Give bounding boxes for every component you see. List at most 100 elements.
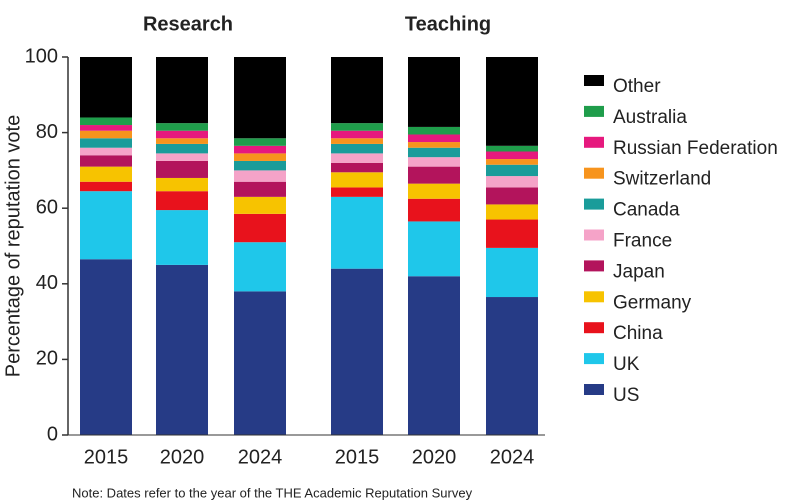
bar-segment <box>486 187 538 205</box>
bar-segment <box>80 130 132 139</box>
y-tick-label: 100 <box>25 45 58 67</box>
bar-segment <box>234 170 286 182</box>
bar-segment <box>331 187 383 197</box>
legend-swatch <box>584 136 604 148</box>
bar-segment <box>486 151 538 160</box>
legend-label: China <box>613 323 663 344</box>
x-tick-label: 2024 <box>490 446 535 468</box>
bar-segment <box>156 191 208 211</box>
bar-segment <box>331 196 383 269</box>
bar-segment <box>234 160 286 171</box>
bar-segment <box>408 183 460 199</box>
legend-swatch <box>584 105 604 117</box>
legend-swatch <box>584 229 604 241</box>
x-tick-label: 2015 <box>84 446 129 468</box>
x-tick-label: 2020 <box>412 446 457 468</box>
bar-segment <box>408 276 460 435</box>
legend-swatch <box>584 322 604 334</box>
y-tick-label: 40 <box>36 272 58 294</box>
y-tick-label: 80 <box>36 121 58 143</box>
bar-segment <box>156 177 208 192</box>
legend-label: Russian Federation <box>613 138 778 159</box>
legend-label: UK <box>613 354 640 375</box>
panel-title: Research <box>143 13 233 35</box>
bar-segment <box>408 126 460 135</box>
bar-segment <box>486 297 538 435</box>
bar-segment <box>80 181 132 192</box>
legend-swatch <box>584 353 604 365</box>
legend-label: Australia <box>613 107 687 128</box>
bar-segment <box>234 153 286 161</box>
note: Note: Dates refer to the year of the THE… <box>72 485 473 500</box>
bar-segment <box>80 117 132 126</box>
bar-segment <box>408 57 460 127</box>
bar-segment <box>156 210 208 265</box>
bar-segment <box>486 204 538 220</box>
bar-segment <box>408 134 460 143</box>
bar-segment <box>486 159 538 165</box>
legend-swatch <box>584 384 604 395</box>
bar-segment <box>408 147 460 158</box>
bar-segment <box>234 181 286 197</box>
legend-swatch <box>584 291 604 303</box>
bar-segment <box>331 153 383 163</box>
y-axis-label: Percentage of reputation vote <box>2 115 24 377</box>
bar-segment <box>156 57 208 124</box>
legend-swatch <box>584 75 604 86</box>
bar-segment <box>156 138 208 144</box>
bar-segment <box>486 57 538 146</box>
legend-label: Canada <box>613 200 680 221</box>
bar-segment <box>234 145 286 154</box>
legend-label: Switzerland <box>613 169 711 190</box>
bar-segment <box>486 145 538 152</box>
panel-title: Teaching <box>405 13 491 35</box>
bar-segment <box>80 166 132 182</box>
legend-label: Japan <box>613 261 665 282</box>
bar-segment <box>331 123 383 131</box>
bar-segment <box>80 155 132 167</box>
bar-segment <box>156 160 208 178</box>
bar-segment <box>331 57 383 124</box>
bar-segment <box>234 57 286 139</box>
bar-segment <box>80 138 132 148</box>
bar-segment <box>80 57 132 118</box>
bar-segment <box>156 264 208 435</box>
bar-segment <box>331 172 383 188</box>
bar-segment <box>331 143 383 154</box>
bar-segment <box>486 219 538 248</box>
x-tick-label: 2015 <box>335 446 380 468</box>
bar-segment <box>80 147 132 156</box>
bar-segment <box>486 176 538 188</box>
bar-segment <box>156 143 208 154</box>
legend-label: US <box>613 385 639 406</box>
bar-segment <box>156 123 208 131</box>
bar-segment <box>331 162 383 173</box>
bar-segment <box>408 157 460 167</box>
bar-segment <box>80 259 132 435</box>
bar-segment <box>234 242 286 292</box>
x-tick-label: 2024 <box>238 446 283 468</box>
y-tick-label: 60 <box>36 196 58 218</box>
x-tick-label: 2020 <box>160 446 205 468</box>
bar-segment <box>156 153 208 161</box>
bar-segment <box>486 247 538 298</box>
legend-label: Germany <box>613 292 692 313</box>
bar-segment <box>486 164 538 177</box>
bar-segment <box>331 268 383 435</box>
bar-segment <box>331 130 383 139</box>
bar-segment <box>80 191 132 260</box>
y-tick-label: 20 <box>36 348 58 370</box>
bar-segment <box>408 221 460 277</box>
legend-swatch <box>584 198 604 210</box>
legend-swatch <box>584 260 604 272</box>
bar-segment <box>234 196 286 214</box>
bar-segment <box>80 125 132 131</box>
bar-segment <box>408 142 460 148</box>
y-tick-label: 0 <box>47 423 58 445</box>
bar-segment <box>234 138 286 146</box>
bar-segment <box>331 138 383 144</box>
legend-label: France <box>613 231 672 252</box>
bar-segment <box>234 291 286 435</box>
bar-segment <box>408 166 460 184</box>
